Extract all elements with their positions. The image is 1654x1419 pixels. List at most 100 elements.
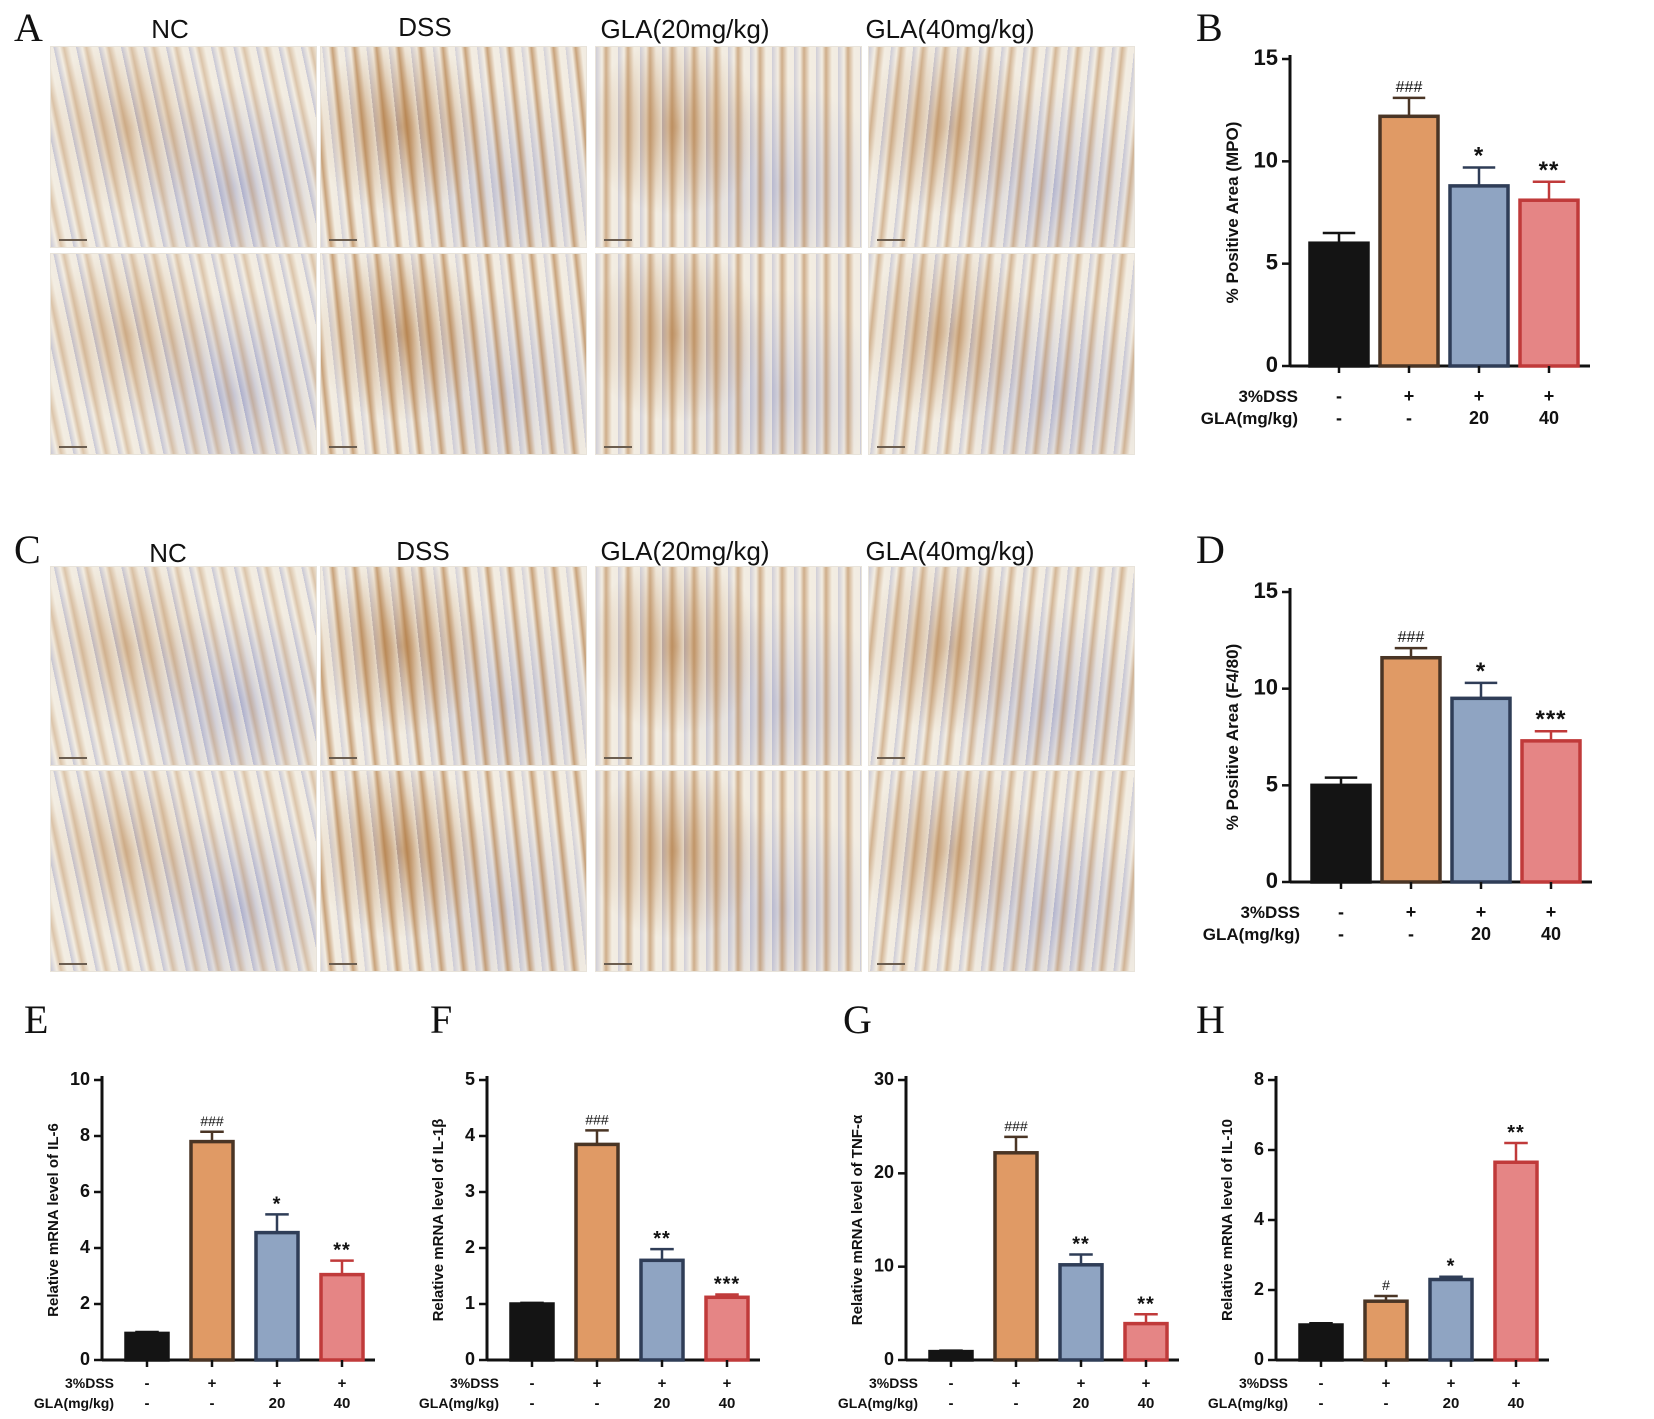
scale-bar: [877, 446, 905, 448]
treatment-value: 20: [1073, 1395, 1090, 1412]
scale-bar: [329, 757, 357, 759]
significance-label: *: [1447, 1256, 1456, 1278]
micrograph-c-overview-gla20: [595, 566, 862, 766]
micrograph-a-zoom-nc: [50, 253, 317, 455]
micrograph-a-overview-gla40: [868, 46, 1135, 248]
treatment-value: +: [1382, 1375, 1391, 1392]
bar-1: [1380, 655, 1442, 884]
treatment-value: 40: [1138, 1395, 1155, 1412]
y-tick-label: 2: [1254, 1279, 1264, 1299]
treatment-value: -: [210, 1395, 215, 1412]
treatment-row-label: 3%DSS: [450, 1375, 499, 1391]
treatment-value: +: [1544, 386, 1555, 406]
treatment-value: -: [145, 1375, 150, 1392]
y-tick-label: 0: [80, 1349, 90, 1369]
y-tick-label: 2: [465, 1237, 475, 1257]
y-tick-label: 20: [874, 1162, 894, 1182]
scale-bar: [329, 446, 357, 448]
panel-letter-d: D: [1196, 527, 1225, 572]
y-tick-label: 1: [465, 1293, 475, 1313]
y-tick-label: 5: [1266, 250, 1278, 275]
bar-0: [928, 1349, 974, 1362]
significance-label: ***: [714, 1273, 740, 1295]
treatment-value: 20: [1443, 1395, 1460, 1412]
bar-0: [1308, 241, 1370, 368]
y-tick-label: 5: [465, 1069, 475, 1089]
treatment-row-label: GLA(mg/kg): [1208, 1395, 1288, 1411]
treatment-value: +: [593, 1375, 602, 1392]
treatment-value: -: [530, 1395, 535, 1412]
y-tick-label: 5: [1266, 771, 1278, 796]
micrograph-c-zoom-gla20: [595, 770, 862, 972]
treatment-value: -: [949, 1395, 954, 1412]
treatment-row-label: 3%DSS: [1239, 1375, 1288, 1391]
treatment-value: 20: [1469, 408, 1489, 428]
bar-0: [1298, 1323, 1344, 1362]
bar-3: [1520, 739, 1582, 884]
significance-label: ###: [1004, 1118, 1028, 1134]
micrograph-c-zoom-gla40: [868, 770, 1135, 972]
bar-0: [509, 1302, 555, 1362]
panel-a-col-gla20: GLA(20mg/kg): [600, 14, 770, 44]
significance-label: ***: [1535, 706, 1566, 733]
scale-bar: [59, 446, 87, 448]
treatment-value: 40: [1539, 408, 1559, 428]
treatment-row-label: GLA(mg/kg): [1203, 925, 1300, 944]
treatment-value: +: [723, 1375, 732, 1392]
treatment-value: -: [1319, 1375, 1324, 1392]
panel-letter-e: E: [24, 997, 49, 1042]
scale-bar: [604, 963, 632, 965]
treatment-value: -: [145, 1395, 150, 1412]
treatment-value: +: [1142, 1375, 1151, 1392]
micrograph-c-zoom-nc: [50, 770, 317, 972]
y-tick-label: 8: [80, 1125, 90, 1145]
treatment-value: +: [1474, 386, 1485, 406]
significance-label: *: [1476, 658, 1486, 685]
y-axis-label: Relative mRNA level of TNF-α: [849, 1114, 866, 1325]
significance-label: **: [653, 1228, 671, 1250]
bar-2: [1450, 696, 1512, 884]
treatment-value: -: [1319, 1395, 1324, 1412]
y-tick-label: 4: [80, 1237, 90, 1257]
bar-0: [1310, 783, 1372, 884]
treatment-value: +: [338, 1375, 347, 1392]
panel-a-col-gla40: GLA(40mg/kg): [865, 14, 1035, 44]
scale-bar: [877, 757, 905, 759]
treatment-row-label: GLA(mg/kg): [1201, 409, 1298, 428]
treatment-value: 40: [1508, 1395, 1525, 1412]
treatment-value: 40: [719, 1395, 736, 1412]
y-tick-label: 0: [465, 1349, 475, 1369]
panel-letter-a: A: [14, 5, 43, 50]
y-tick-label: 6: [1254, 1139, 1264, 1159]
treatment-row-label: GLA(mg/kg): [419, 1395, 499, 1411]
treatment-row-label: 3%DSS: [1238, 387, 1298, 406]
scale-bar: [877, 963, 905, 965]
y-tick-label: 0: [1254, 1349, 1264, 1369]
y-tick-label: 15: [1254, 578, 1278, 603]
panel-c-col-nc: NC: [149, 538, 187, 568]
panel-letter-f: F: [430, 997, 453, 1042]
micrograph-a-overview-nc: [50, 46, 317, 248]
treatment-value: +: [658, 1375, 667, 1392]
bar-2: [1428, 1277, 1474, 1362]
significance-label: ###: [200, 1113, 224, 1129]
bar-1: [1363, 1299, 1409, 1362]
treatment-value: +: [1404, 386, 1415, 406]
y-tick-label: 30: [874, 1069, 894, 1089]
significance-label: #: [1382, 1277, 1390, 1293]
treatment-value: -: [1408, 924, 1414, 944]
treatment-row-label: 3%DSS: [869, 1375, 918, 1391]
scale-bar: [59, 239, 87, 241]
treatment-value: +: [1012, 1375, 1021, 1392]
y-tick-label: 2: [80, 1293, 90, 1313]
micrograph-a-overview-dss: [320, 46, 587, 248]
y-tick-label: 0: [1266, 352, 1278, 377]
treatment-value: 20: [654, 1395, 671, 1412]
scale-bar: [877, 239, 905, 241]
treatment-value: +: [1546, 902, 1557, 922]
y-tick-label: 6: [80, 1181, 90, 1201]
bar-3: [1123, 1321, 1169, 1362]
